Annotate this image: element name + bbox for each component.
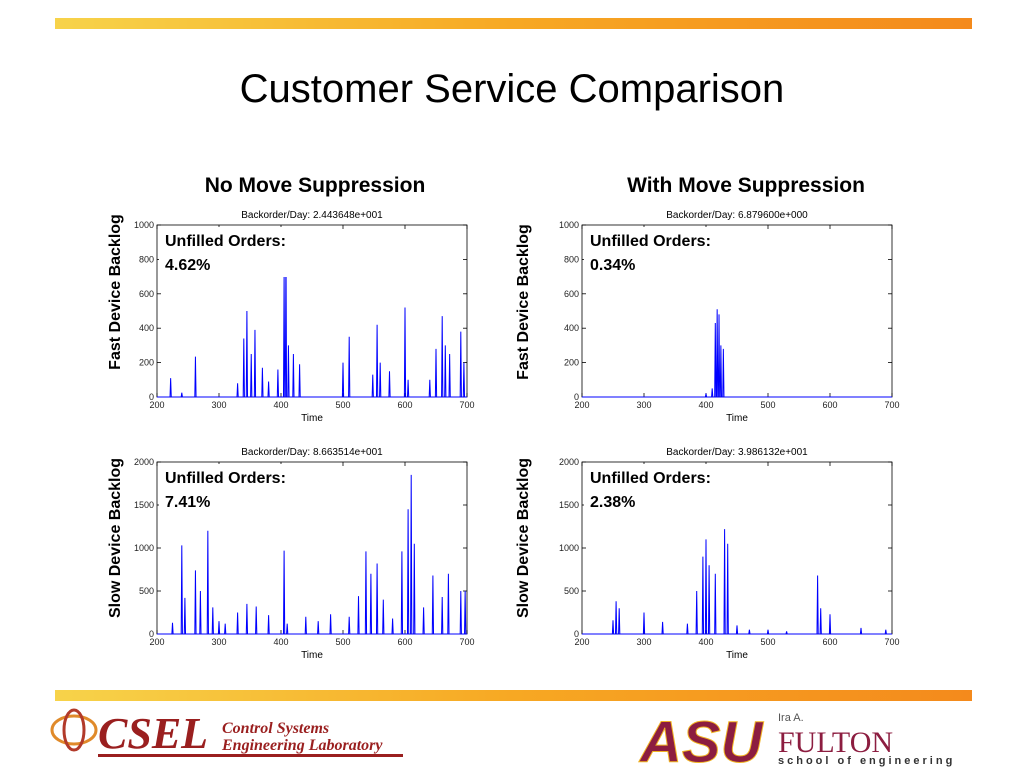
- y-tick-label: 600: [139, 289, 154, 299]
- x-tick-label: 600: [397, 637, 412, 647]
- annotation: 7.41%: [165, 494, 210, 511]
- x-axis-label: Time: [726, 650, 748, 661]
- logo-ring: [62, 708, 86, 752]
- annotation-box: [584, 464, 738, 514]
- asu-logo: ASU Ira A. FULTON school of engineering: [638, 710, 955, 768]
- column-heading: No Move Suppression: [205, 174, 426, 197]
- row-heading: Slow Device Backlog: [107, 458, 124, 618]
- row-heading: Slow Device Backlog: [515, 458, 532, 618]
- x-axis-label: Time: [301, 413, 323, 424]
- csel-logo: CSEL Control Systems Engineering Laborat…: [50, 708, 403, 758]
- y-tick-label: 200: [564, 358, 579, 368]
- y-tick-label: 400: [564, 323, 579, 333]
- data-line: [157, 474, 467, 635]
- y-tick-label: 500: [139, 586, 154, 596]
- fulton-pre: Ira A.: [778, 712, 804, 724]
- row-heading: Fast Device Backlog: [515, 224, 532, 380]
- annotation: Unfilled Orders:: [590, 470, 711, 487]
- x-tick-label: 600: [822, 637, 837, 647]
- annotation: Unfilled Orders:: [590, 233, 711, 250]
- x-tick-label: 300: [636, 400, 651, 410]
- x-tick-label: 400: [698, 400, 713, 410]
- y-tick-label: 1000: [134, 543, 154, 553]
- column-heading: With Move Suppression: [627, 174, 865, 197]
- x-tick-label: 700: [459, 637, 474, 647]
- y-tick-label: 0: [149, 392, 154, 402]
- x-tick-label: 200: [574, 400, 589, 410]
- x-tick-label: 600: [822, 400, 837, 410]
- x-tick-label: 600: [397, 400, 412, 410]
- y-tick-label: 800: [564, 254, 579, 264]
- x-tick-label: 500: [760, 400, 775, 410]
- csel-underline: [98, 754, 403, 757]
- annotation-box: [584, 227, 738, 277]
- annotation-box: [159, 464, 313, 514]
- x-tick-label: 300: [211, 400, 226, 410]
- x-tick-label: 700: [459, 400, 474, 410]
- row-heading: Fast Device Backlog: [107, 214, 124, 370]
- y-tick-label: 1000: [559, 543, 579, 553]
- x-tick-label: 700: [884, 637, 899, 647]
- y-tick-label: 1000: [559, 220, 579, 230]
- asu-text: ASU: [638, 710, 765, 768]
- data-line: [582, 529, 892, 635]
- annotation: Unfilled Orders:: [165, 233, 286, 250]
- x-axis-label: Time: [301, 650, 323, 661]
- y-tick-label: 1000: [134, 220, 154, 230]
- y-tick-label: 2000: [559, 457, 579, 467]
- y-tick-label: 1500: [134, 500, 154, 510]
- csel-line: Control Systems: [222, 720, 329, 737]
- y-tick-label: 800: [139, 254, 154, 264]
- x-axis-label: Time: [726, 413, 748, 424]
- annotation: 0.34%: [590, 257, 635, 274]
- annotation: Unfilled Orders:: [165, 470, 286, 487]
- data-line: [582, 309, 892, 398]
- y-tick-label: 600: [564, 289, 579, 299]
- y-tick-label: 0: [149, 629, 154, 639]
- bottom-rule: [55, 690, 972, 701]
- csel-text: CSEL: [98, 709, 208, 758]
- x-tick-label: 500: [335, 637, 350, 647]
- logo-ring: [50, 714, 98, 746]
- x-tick-label: 500: [335, 400, 350, 410]
- x-tick-label: 300: [636, 637, 651, 647]
- x-tick-label: 200: [149, 400, 164, 410]
- school-text: school of engineering: [778, 755, 955, 767]
- fulton-text: FULTON: [778, 726, 893, 759]
- x-tick-label: 400: [698, 637, 713, 647]
- csel-line: Engineering Laboratory: [221, 737, 383, 754]
- slide-title: Customer Service Comparison: [240, 67, 785, 111]
- y-tick-label: 1500: [559, 500, 579, 510]
- top-rule: [55, 18, 972, 29]
- chart-title: Backorder/Day: 6.879600e+000: [666, 210, 808, 221]
- annotation: 4.62%: [165, 257, 210, 274]
- x-tick-label: 400: [273, 400, 288, 410]
- data-line: [157, 245, 467, 398]
- chart-title: Backorder/Day: 3.986132e+001: [666, 447, 808, 458]
- x-tick-label: 200: [574, 637, 589, 647]
- x-tick-label: 200: [149, 637, 164, 647]
- x-tick-label: 400: [273, 637, 288, 647]
- y-tick-label: 0: [574, 629, 579, 639]
- y-tick-label: 400: [139, 323, 154, 333]
- y-tick-label: 2000: [134, 457, 154, 467]
- y-tick-label: 0: [574, 392, 579, 402]
- x-tick-label: 700: [884, 400, 899, 410]
- y-tick-label: 200: [139, 358, 154, 368]
- x-tick-label: 300: [211, 637, 226, 647]
- x-tick-label: 500: [760, 637, 775, 647]
- y-tick-label: 500: [564, 586, 579, 596]
- annotation: 2.38%: [590, 494, 635, 511]
- annotation-box: [159, 227, 313, 277]
- chart-title: Backorder/Day: 8.663514e+001: [241, 447, 383, 458]
- chart-title: Backorder/Day: 2.443648e+001: [241, 210, 383, 221]
